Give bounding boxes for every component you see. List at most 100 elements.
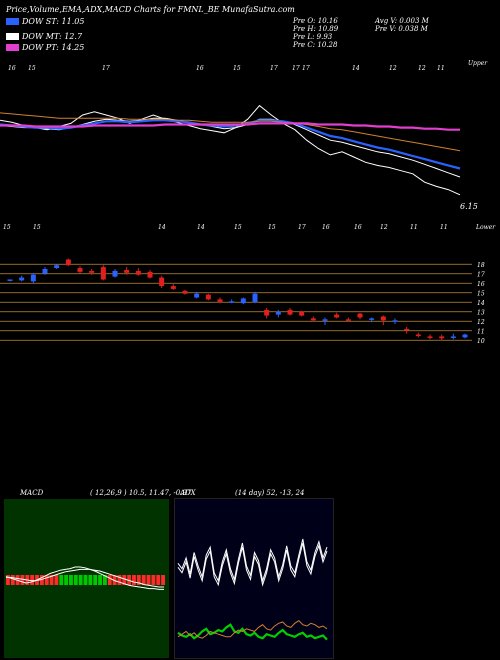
candle-body <box>54 265 60 269</box>
candles <box>7 258 468 341</box>
y-tick-label: 15 <box>477 290 485 297</box>
macd-hist-bar <box>44 575 49 585</box>
candle-body <box>89 270 95 273</box>
candle-body <box>299 311 305 316</box>
candle-body <box>7 279 13 281</box>
macd-hist-bar <box>88 575 93 585</box>
top-tick-label: 14 <box>352 65 360 72</box>
candle-body <box>194 293 200 298</box>
y-tick-label: 14 <box>477 300 485 307</box>
macd-hist-bar <box>64 575 69 585</box>
adx-line <box>177 538 328 583</box>
bottom-tick-label: 15 <box>268 224 276 231</box>
macd-hist-bar <box>49 575 54 585</box>
candle-body <box>287 309 293 315</box>
macd-hist-bar <box>122 575 127 585</box>
top-tick-label: 12 <box>418 65 426 72</box>
candle-body <box>217 299 223 303</box>
candle-body <box>357 313 363 318</box>
candle-body <box>415 334 421 337</box>
bottom-tick-label: 16 <box>354 224 362 231</box>
macd-hist-bar <box>6 575 10 585</box>
candle-body <box>334 314 340 318</box>
y-tick-label: 13 <box>477 309 485 316</box>
bottom-tick-labels: 15 15 14 14 15 15 17 16 16 12 11 11 <box>3 224 448 231</box>
macd-hist-bar <box>132 575 136 585</box>
adx-params: (14 day) 52, -13, 24 <box>235 489 305 497</box>
candle-body <box>229 301 235 303</box>
macd-line <box>6 568 164 588</box>
macd-hist-bar <box>30 575 35 585</box>
candle-body <box>322 319 328 321</box>
candlestick-chart: 18 17 16 15 14 13 12 11 10 <box>0 258 485 345</box>
y-tick-label: 16 <box>477 281 485 288</box>
macd-hist-bar <box>10 575 15 585</box>
macd-hist-bar <box>98 575 102 585</box>
bottom-tick-label: 15 <box>234 224 242 231</box>
macd-hist-bar <box>112 575 117 585</box>
candle-body <box>240 298 246 304</box>
candle-body <box>264 309 270 316</box>
macd-histogram <box>6 575 165 585</box>
candle-body <box>112 270 118 277</box>
macd-hist-bar <box>146 575 151 585</box>
minus-di-line <box>177 620 328 639</box>
top-tick-label: 15 <box>28 65 36 72</box>
bottom-tick-label: 16 <box>322 224 330 231</box>
candle-body <box>147 271 153 278</box>
y-tick-label: 10 <box>477 338 485 345</box>
stat-pre-close: Pre C: 10.28 <box>293 41 338 49</box>
price-gridlines: 18 17 16 15 14 13 12 11 10 <box>0 262 485 345</box>
macd-hist-bar <box>54 575 59 585</box>
ema-line <box>0 104 461 196</box>
bottom-tick-label: 11 <box>410 224 418 231</box>
candle-body <box>170 286 176 289</box>
candle-body <box>19 277 25 281</box>
candle-body <box>450 336 456 338</box>
macd-hist-bar <box>93 575 98 585</box>
bottom-tick-label: 12 <box>380 224 388 231</box>
macd-label: MACD <box>20 489 44 497</box>
macd-line <box>5 566 164 590</box>
y-tick-label: 12 <box>477 319 485 326</box>
y-tick-label: 17 <box>477 271 485 278</box>
top-tick-label: 11 <box>437 65 445 72</box>
macd-hist-bar <box>141 575 146 585</box>
macd-hist-bar <box>156 575 161 585</box>
candle-body <box>392 320 398 322</box>
candle-body <box>275 311 281 315</box>
legend-label-mt: DOW MT: 12.7 <box>22 32 83 41</box>
candle-body <box>135 270 141 275</box>
stat-pre-open: Pre O: 10.16 <box>293 17 338 25</box>
last-price-label: 6.15 <box>460 202 478 211</box>
top-tick-label: 12 <box>389 65 397 72</box>
macd-hist-bar <box>117 575 122 585</box>
candle-body <box>182 290 188 294</box>
candle-body <box>205 294 211 300</box>
lower-note: Lower <box>475 224 496 231</box>
adx-label: ADX <box>180 489 196 497</box>
chart-title: Price,Volume,EMA,ADX,MACD Charts for FMN… <box>6 5 295 14</box>
price-ema-chart: 16 15 17 16 15 17 17 17 14 12 12 11 Upper 6.15 15 15… <box>0 60 496 231</box>
macd-hist-bar <box>151 575 156 585</box>
candle-body <box>439 336 445 339</box>
candle-body <box>77 268 83 272</box>
ema-lines <box>0 104 461 196</box>
macd-hist-bar <box>73 575 78 585</box>
y-tick-label: 18 <box>477 262 485 269</box>
macd-hist-bar <box>59 575 64 585</box>
adx-lines <box>177 538 328 641</box>
top-tick-labels: 16 15 17 16 15 17 17 17 14 12 12 11 <box>8 65 445 72</box>
macd-hist-bar <box>69 575 73 585</box>
macd-hist-bar <box>20 575 25 585</box>
legend-swatch-mt <box>6 33 19 40</box>
macd-hist-bar <box>161 575 165 585</box>
candle-body <box>42 269 48 274</box>
top-tick-label: 15 <box>233 65 241 72</box>
macd-hist-bar <box>136 575 141 585</box>
bottom-tick-label: 14 <box>158 224 166 231</box>
candle-body <box>462 334 468 338</box>
legend-label-st: DOW ST: 11.05 <box>22 17 85 26</box>
macd-hist-bar <box>39 575 44 585</box>
candle-body <box>100 267 106 280</box>
